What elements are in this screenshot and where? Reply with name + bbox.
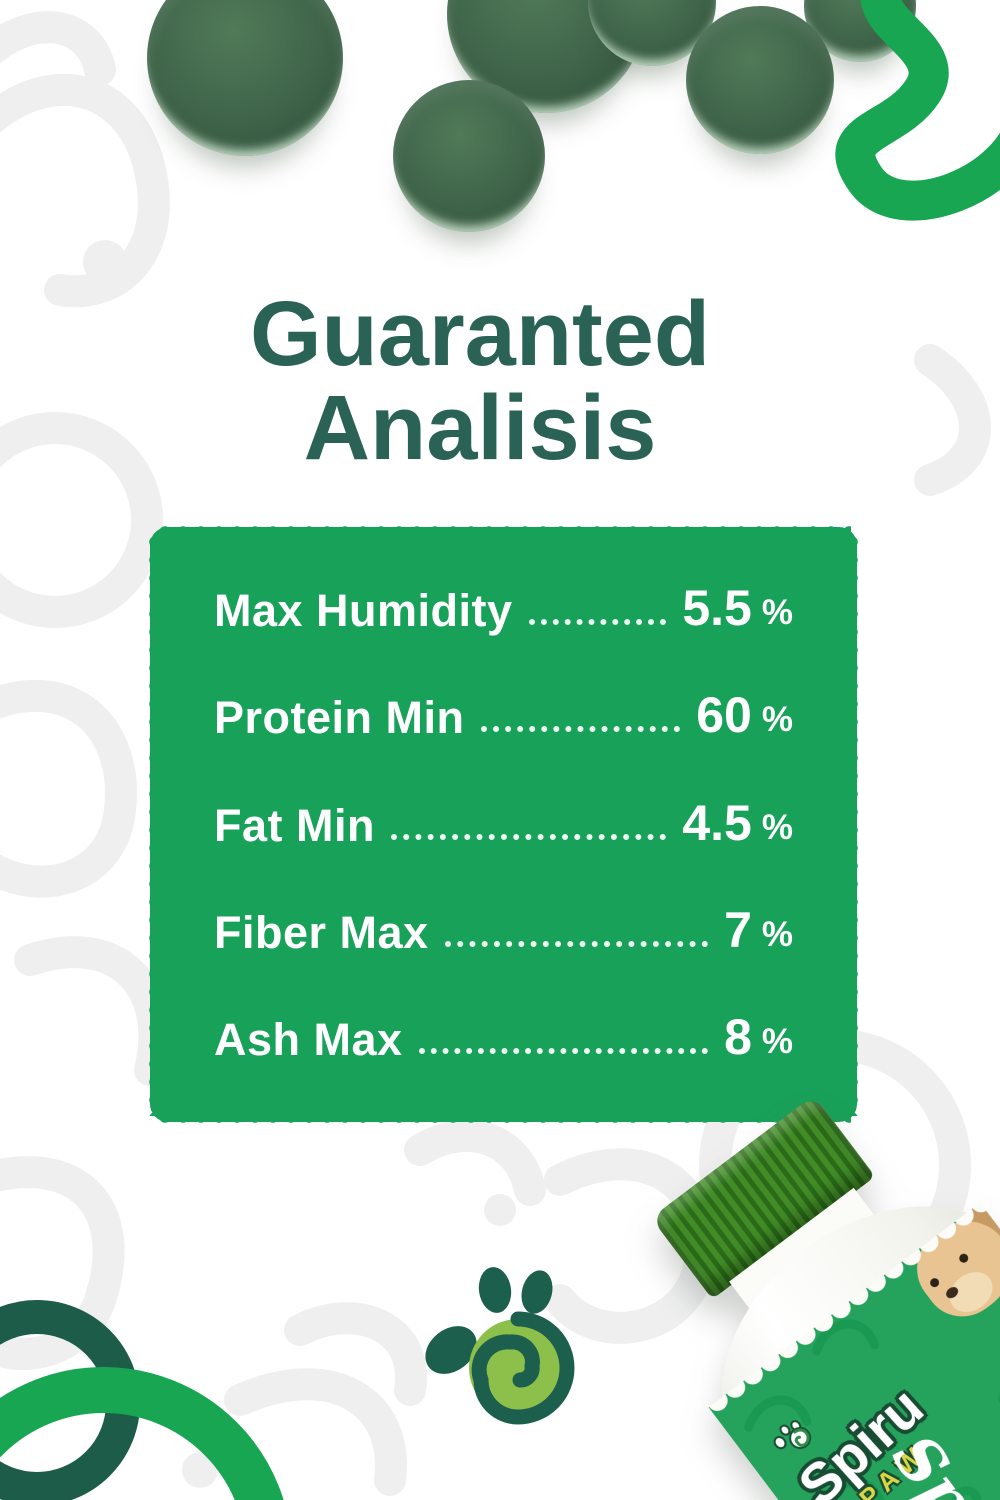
analysis-row: Fat Min 4.5 % (214, 794, 793, 852)
title-line-1: Guaranted (249, 283, 711, 385)
analysis-row: Fiber Max 7 % (214, 901, 793, 959)
analysis-label: Fat Min (214, 799, 375, 851)
product-bottle: Spiru PAW Spirulina TABLETS SPIRULINA EN… (597, 1054, 1000, 1500)
spirulina-tablet-photo (147, 0, 343, 156)
squiggle-ribbon-icon (835, 0, 1000, 221)
analysis-value: 5.5 (682, 580, 752, 636)
panel-scallop-edge (145, 533, 155, 1116)
analysis-unit: % (761, 914, 793, 954)
analysis-value: 60 (696, 687, 752, 744)
leader-dots (444, 940, 709, 947)
analysis-value: 4.5 (682, 794, 752, 851)
leader-dots (480, 726, 681, 733)
bottle-label: Spiru PAW Spirulina TABLETS SPIRULINA EN… (708, 1202, 1000, 1500)
analysis-unit: % (761, 593, 793, 632)
analysis-label: Ash Max (214, 1014, 403, 1065)
panel-scallop-edge (852, 533, 862, 1116)
analysis-label: Max Humidity (214, 585, 513, 636)
analysis-value: 7 (724, 901, 752, 958)
brand-logo: Spiru PAW (762, 1347, 952, 1500)
analysis-rows: Max Humidity 5.5 % Protein Min 60 % Fat … (150, 527, 857, 1122)
title-line-2: Analisis (303, 376, 657, 479)
spirulina-tablet-photo (686, 6, 834, 154)
analysis-unit: % (761, 1022, 793, 1061)
analysis-label: Fiber Max (214, 906, 429, 958)
analysis-unit: % (761, 807, 793, 847)
paw-swirl-logo (425, 1267, 575, 1425)
leader-dots (390, 833, 667, 840)
analysis-label: Protein Min (214, 692, 465, 744)
spirulina-tablet-photo (393, 80, 545, 232)
analysis-row: Max Humidity 5.5 % (214, 579, 793, 637)
analysis-unit: % (761, 700, 793, 740)
leader-dots (418, 1048, 709, 1054)
analysis-row: Ash Max 8 % (214, 1008, 793, 1066)
brand-paw-icon (773, 1420, 812, 1450)
analysis-value: 8 (724, 1009, 752, 1065)
leader-dots (528, 619, 667, 625)
analysis-row: Protein Min 60 % (214, 686, 793, 744)
guaranteed-analysis-panel: Max Humidity 5.5 % Protein Min 60 % Fat … (145, 522, 862, 1127)
page-title: Guaranted Analisis (0, 283, 960, 479)
